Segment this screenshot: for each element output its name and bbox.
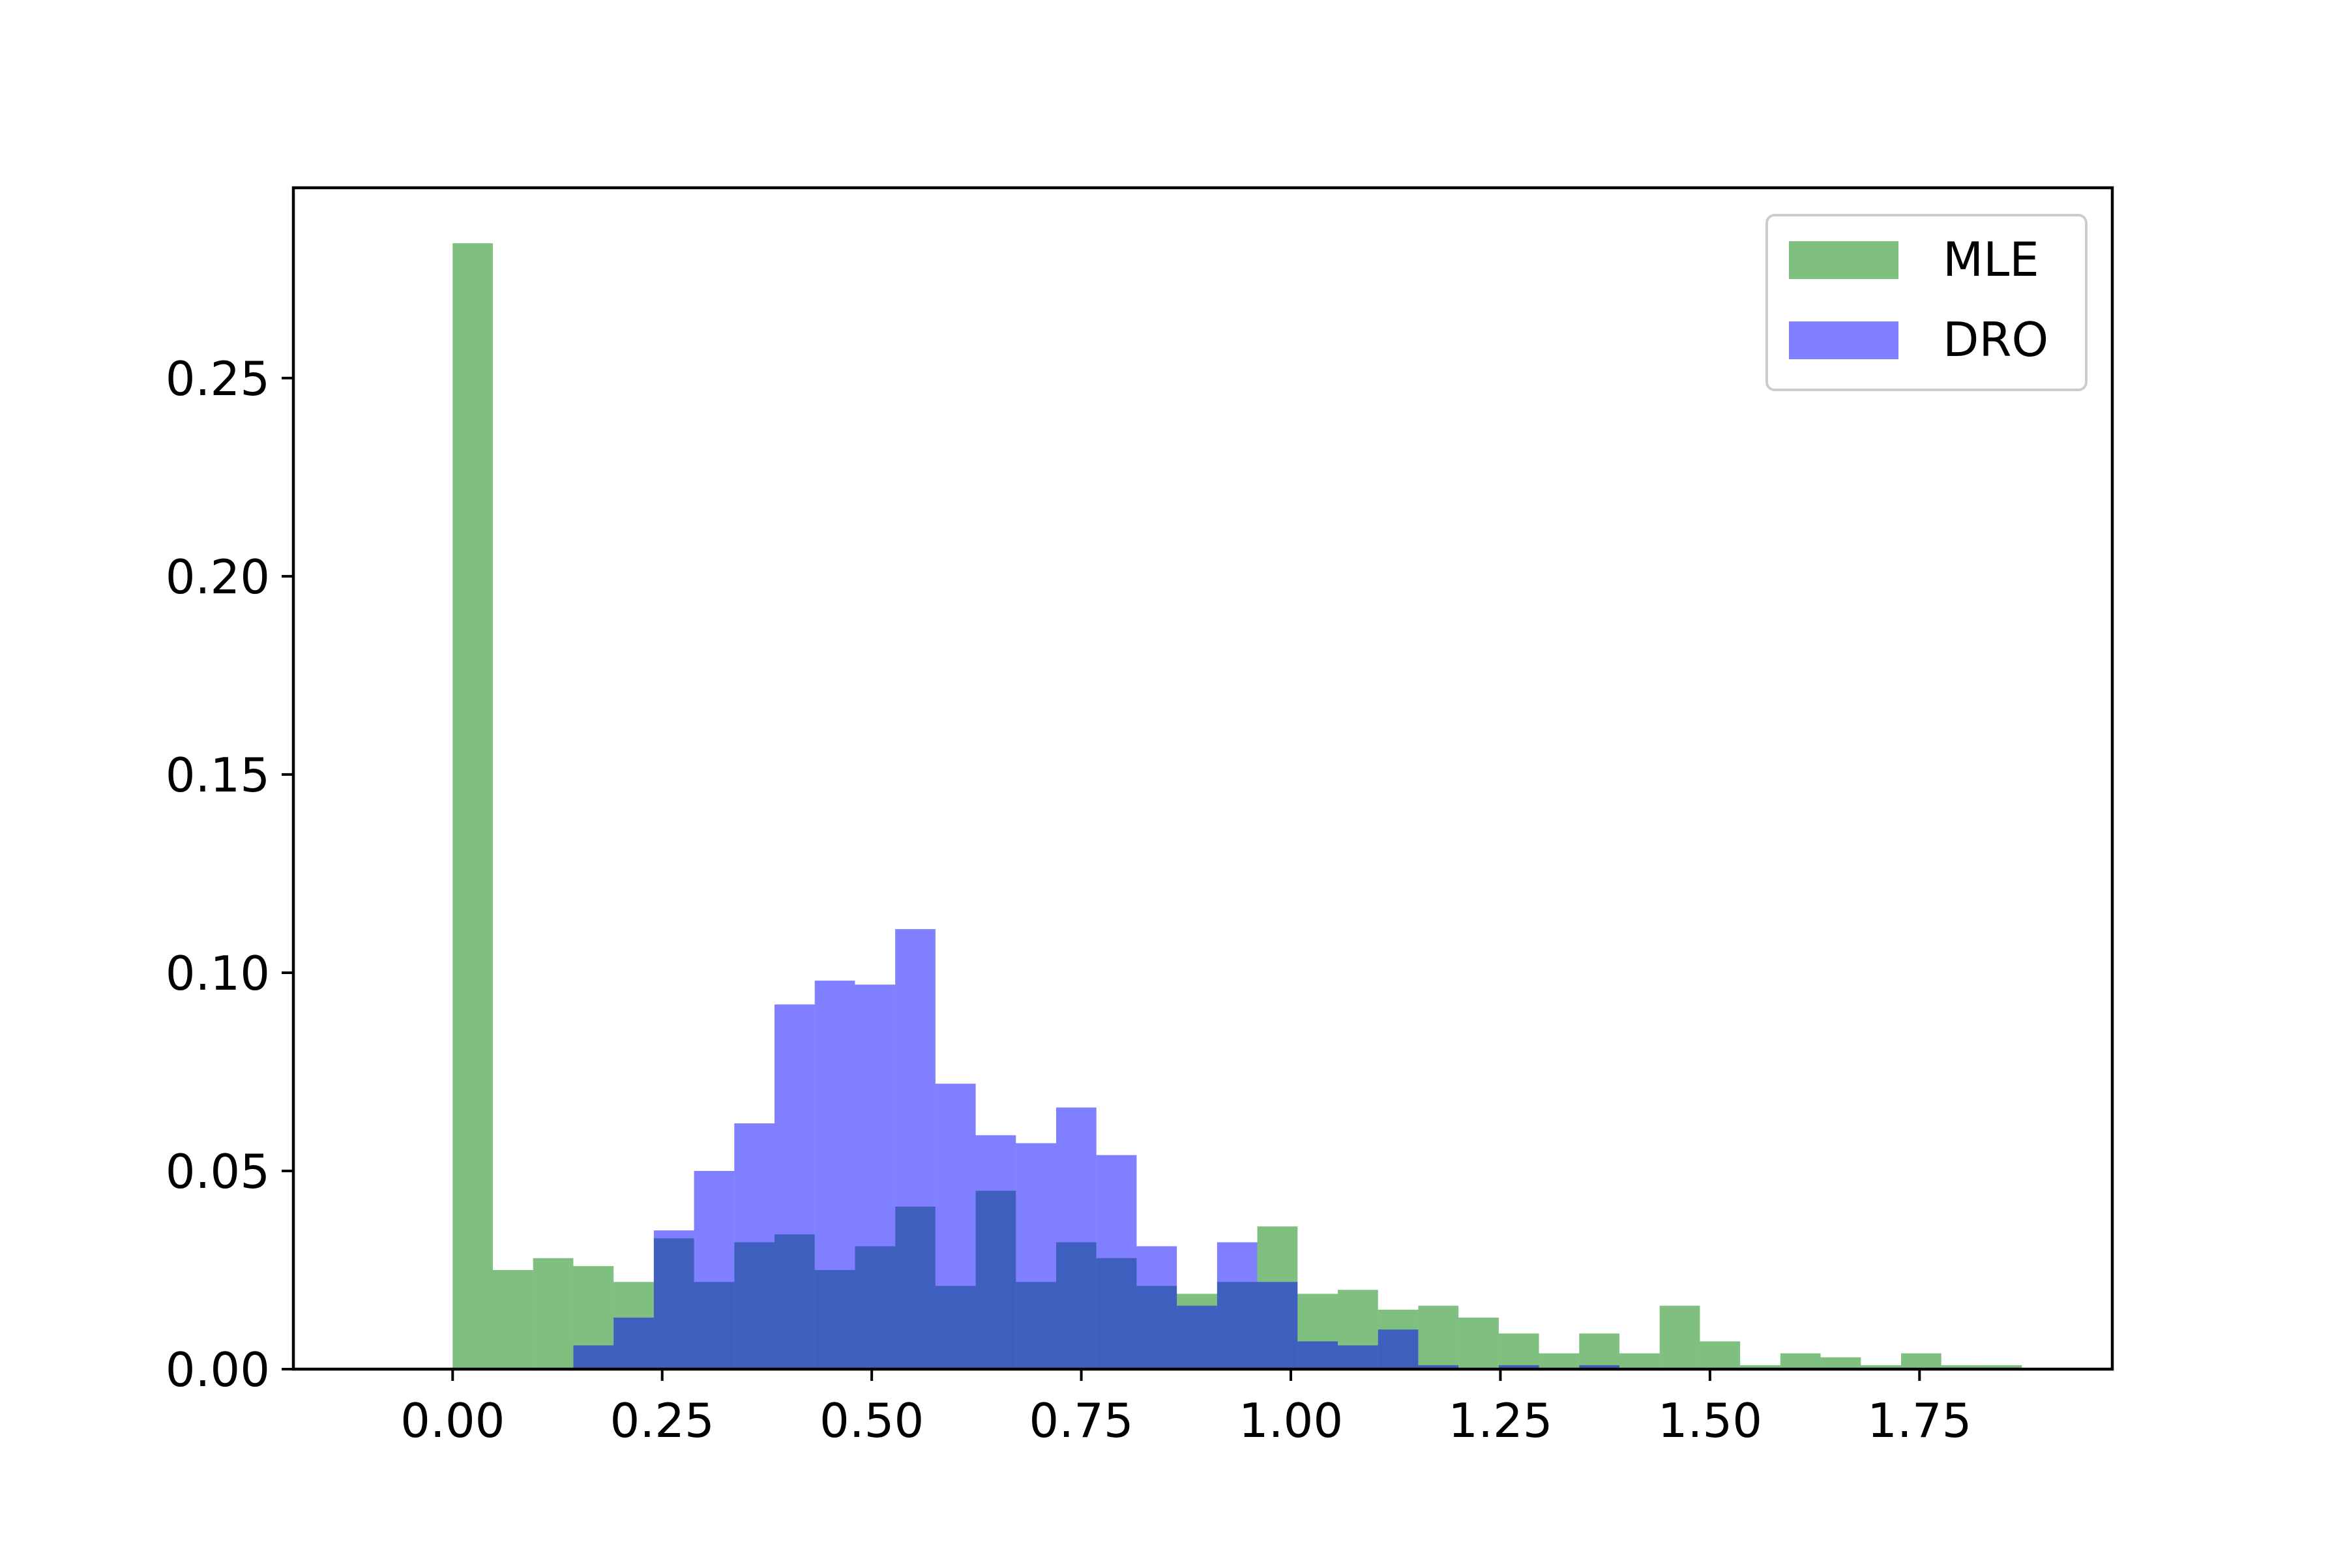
- bar-mle-24: [1418, 1305, 1459, 1369]
- bar-dro-13: [1096, 1155, 1137, 1369]
- bar-mle-34: [1820, 1357, 1861, 1369]
- bar-dro-14: [1136, 1246, 1177, 1369]
- bar-dro-19: [1338, 1345, 1378, 1369]
- x-tick-label-2: 0.50: [819, 1393, 924, 1448]
- bar-dro-1: [613, 1317, 654, 1369]
- y-tick-label-0: 0.00: [166, 1342, 270, 1397]
- x-axis: 0.00 0.25 0.50 0.75 1.00 1.25 1.50 1.75: [400, 1369, 1971, 1448]
- bar-dro-11: [1016, 1143, 1056, 1369]
- bar-mle-0: [452, 243, 493, 1370]
- bar-mle-37: [1941, 1365, 1982, 1369]
- x-tick-label-1: 0.25: [610, 1393, 715, 1448]
- bar-mle-1: [493, 1269, 533, 1369]
- y-tick-label-3: 0.15: [166, 748, 270, 803]
- bar-mle-2: [533, 1258, 574, 1369]
- x-tick-label-0: 0.00: [400, 1393, 505, 1448]
- x-tick-label-6: 1.50: [1658, 1393, 1762, 1448]
- bar-dro-8: [895, 929, 936, 1369]
- bar-dro-2: [653, 1230, 694, 1369]
- bar-dro-25: [1579, 1365, 1619, 1369]
- bar-dro-5: [775, 1004, 815, 1369]
- bar-dro-6: [814, 981, 855, 1369]
- bar-mle-32: [1740, 1365, 1780, 1369]
- axes-frame: [291, 186, 2114, 1371]
- y-tick-label-2: 0.10: [166, 946, 270, 1001]
- legend-swatch-dro: [1789, 321, 1898, 359]
- legend-label-dro: DRO: [1943, 312, 2048, 367]
- legend: MLE DRO: [1765, 214, 2088, 391]
- legend-label-mle: MLE: [1943, 232, 2039, 287]
- x-tick-label-5: 1.25: [1448, 1393, 1552, 1448]
- bar-dro-3: [694, 1170, 735, 1369]
- bar-dro-17: [1257, 1282, 1298, 1369]
- x-tick-label-4: 1.00: [1239, 1393, 1343, 1448]
- bar-dro-7: [855, 984, 896, 1369]
- bar-mle-27: [1539, 1353, 1580, 1369]
- y-tick-label-5: 0.25: [166, 351, 270, 406]
- bar-mle-26: [1498, 1333, 1539, 1369]
- bar-dro-18: [1297, 1341, 1338, 1369]
- bar-mle-28: [1579, 1333, 1619, 1369]
- bar-mle-29: [1619, 1353, 1660, 1369]
- bar-dro-15: [1177, 1305, 1217, 1369]
- bar-dro-23: [1498, 1365, 1539, 1369]
- bar-mle-25: [1458, 1317, 1499, 1369]
- bar-mle-36: [1901, 1353, 1941, 1369]
- bar-dro-20: [1378, 1329, 1419, 1369]
- bar-dro-9: [935, 1084, 976, 1369]
- bar-dro-4: [734, 1123, 775, 1369]
- x-tick-label-7: 1.75: [1867, 1393, 1971, 1448]
- bar-mle-35: [1861, 1365, 1901, 1369]
- legend-swatch-mle: [1789, 241, 1898, 279]
- y-tick-label-1: 0.05: [166, 1144, 270, 1199]
- bar-dro-16: [1217, 1242, 1258, 1369]
- series-dro-bars: [573, 929, 1619, 1369]
- bar-mle-33: [1780, 1353, 1821, 1369]
- bar-dro-12: [1056, 1107, 1097, 1369]
- bar-dro-21: [1418, 1365, 1459, 1369]
- bar-mle-30: [1659, 1305, 1700, 1369]
- bar-dro-10: [975, 1135, 1016, 1369]
- y-tick-label-4: 0.20: [166, 550, 270, 604]
- bar-dro-0: [573, 1345, 614, 1369]
- y-axis: 0.00 0.05 0.10 0.15 0.20 0.25: [166, 351, 293, 1397]
- bar-mle-38: [1981, 1365, 2022, 1369]
- x-tick-label-3: 0.75: [1029, 1393, 1133, 1448]
- bar-mle-31: [1700, 1341, 1741, 1369]
